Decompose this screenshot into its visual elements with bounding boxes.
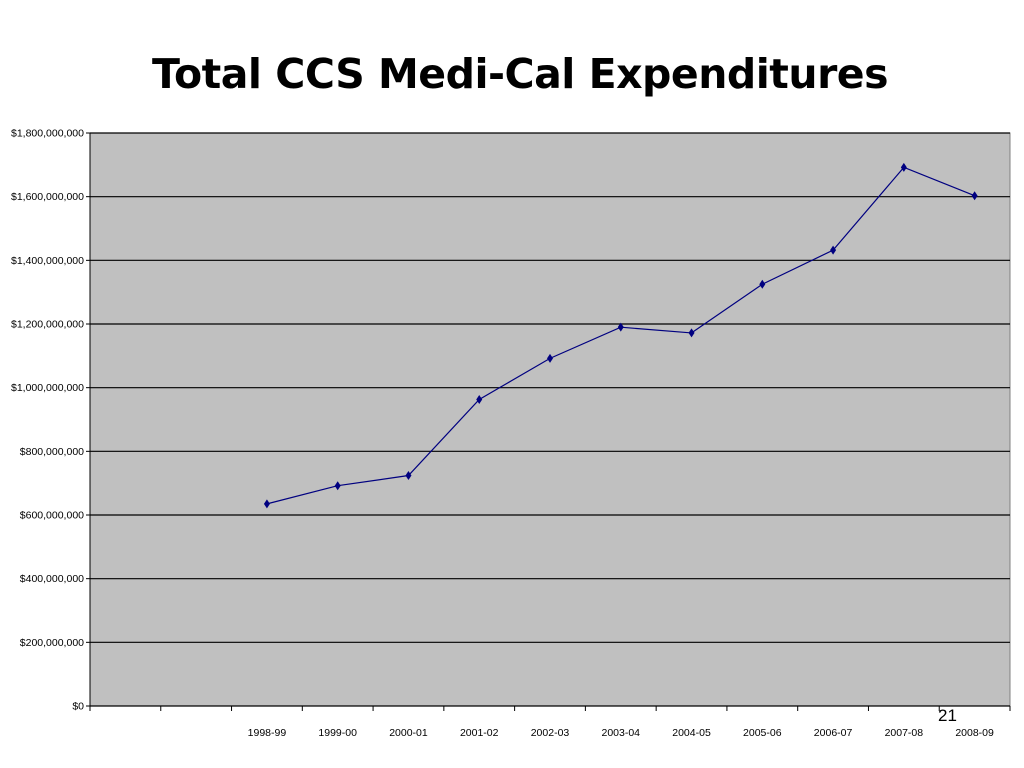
x-tick-label: 1998-99 (248, 727, 287, 739)
axes (86, 132, 1011, 711)
data-point (617, 322, 624, 332)
x-tick-label: 2002-03 (531, 727, 570, 739)
slide-number: 21 (938, 706, 957, 725)
data-point (263, 499, 270, 509)
data-point (900, 162, 907, 172)
gridlines (90, 132, 1010, 643)
y-tick-label: $800,000,000 (20, 446, 84, 458)
x-tick-label: 2000-01 (389, 727, 428, 739)
y-tick-label: $1,200,000,000 (11, 319, 84, 331)
y-tick-label: $400,000,000 (20, 573, 84, 585)
data-point (334, 481, 341, 491)
x-tick-label: 2004-05 (672, 727, 711, 739)
y-tick-label: $200,000,000 (20, 637, 84, 649)
data-point (759, 279, 766, 289)
data-point (830, 245, 837, 255)
y-tick-label: $1,800,000,000 (11, 128, 84, 140)
y-tick-label: $0 (72, 701, 84, 713)
x-tick-label: 2008-09 (955, 727, 994, 739)
data-point (547, 353, 553, 363)
x-tick-label: 2005-06 (743, 727, 782, 739)
y-tick-label: $1,600,000,000 (11, 191, 84, 203)
x-tick-label: 2001-02 (460, 727, 499, 739)
data-point (688, 328, 695, 338)
x-tick-label: 1999-00 (318, 727, 357, 739)
x-tick-label: 2003-04 (601, 727, 640, 739)
x-tick-label: 2007-08 (885, 727, 924, 739)
data-point (476, 394, 483, 404)
y-tick-label: $1,400,000,000 (11, 255, 84, 267)
y-axis-tick-labels: $0 $200,000,000 $400,000,000 $600,000,000 $8… (11, 128, 84, 713)
plot-area (89, 132, 1011, 707)
slide-title: Total CCS Medi-Cal Expenditures (151, 50, 889, 98)
series-layer (263, 162, 978, 509)
y-tick-label: $1,000,000,000 (11, 382, 84, 394)
x-tick-label: 2006-07 (814, 727, 853, 739)
y-tick-label: $600,000,000 (20, 510, 84, 522)
x-axis-tick-labels: 1998-99 1999-00 2000-01 2001-02 2002-03 2003-… (248, 727, 994, 739)
data-point (405, 471, 412, 481)
data-point (971, 191, 978, 201)
